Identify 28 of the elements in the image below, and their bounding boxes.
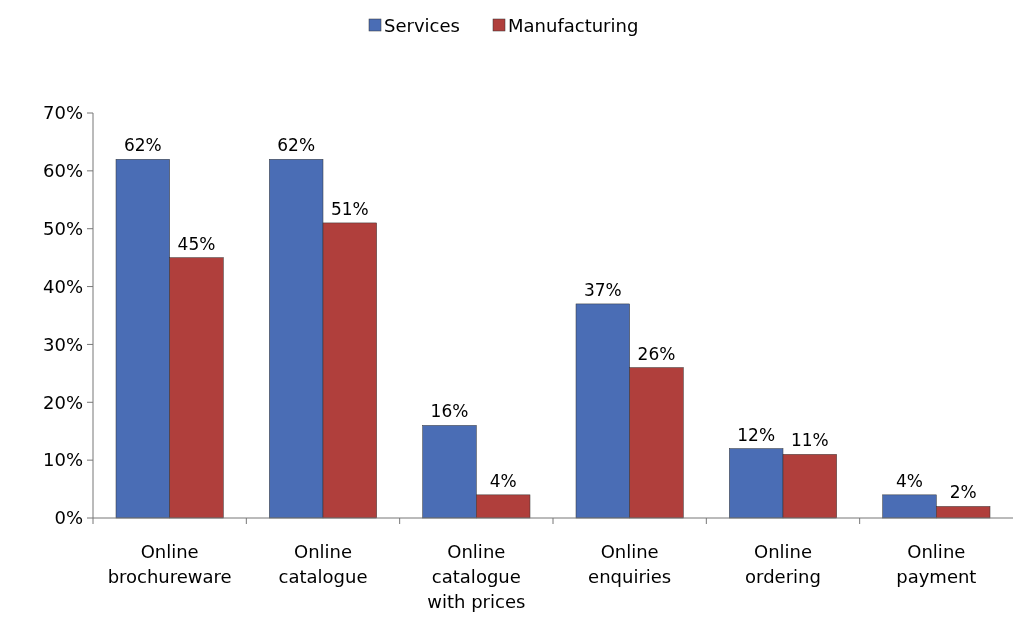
legend-label: Services bbox=[384, 15, 460, 37]
text: 37% bbox=[583, 279, 622, 300]
x-tick-label: Online enquiries bbox=[588, 541, 672, 587]
text: 51% bbox=[330, 198, 369, 219]
y-tick-label: 10% bbox=[42, 449, 83, 471]
y-tick-label: 60% bbox=[42, 160, 83, 182]
x-tick-label: Online catalogue bbox=[278, 541, 368, 587]
text: 12% bbox=[737, 424, 776, 445]
text: 62% bbox=[277, 135, 316, 156]
text: 11% bbox=[790, 430, 829, 451]
x-tick-label: Online brochureware bbox=[107, 541, 232, 587]
y-tick-label: 40% bbox=[42, 275, 83, 297]
text: 45% bbox=[177, 233, 216, 254]
y-tick-label: 70% bbox=[42, 102, 83, 124]
x-tick-label: Online catalogue with prices bbox=[427, 541, 526, 612]
text: 2% bbox=[949, 482, 977, 503]
x-tick-label: Online payment bbox=[896, 541, 977, 587]
legend-label: Manufacturing bbox=[508, 15, 639, 37]
text: 16% bbox=[430, 401, 469, 422]
y-tick-label: 30% bbox=[42, 333, 83, 355]
text: 4% bbox=[489, 470, 517, 491]
y-tick-label: 50% bbox=[42, 218, 83, 240]
y-tick-label: 0% bbox=[54, 507, 83, 529]
text: 26% bbox=[637, 343, 676, 364]
x-tick-label: Online ordering bbox=[745, 541, 821, 587]
y-tick-label: 20% bbox=[42, 391, 83, 413]
text: 62% bbox=[123, 135, 162, 156]
text: 4% bbox=[896, 470, 923, 491]
